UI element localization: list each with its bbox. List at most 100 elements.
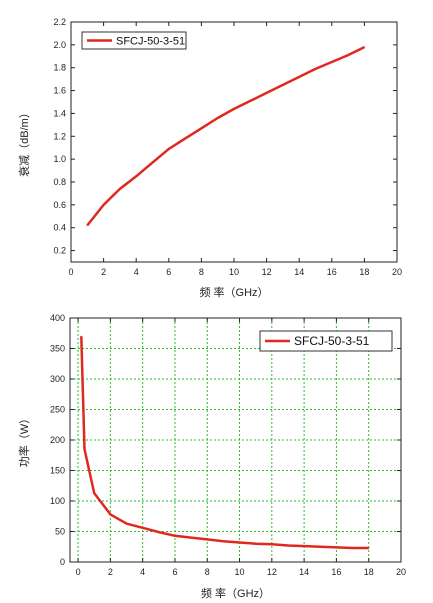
c1-y-tick-label: 0.4: [53, 223, 66, 233]
c2-data-point: [125, 522, 128, 525]
c2-x-tick-label: 14: [299, 567, 309, 577]
chart1-legend-label: SFCJ-50-3-51: [116, 36, 185, 48]
chart1-ticks: 0 2 4 6 8 10 12 14 16 18 20 0.2 0.4 0.6 0.8 1.0 1.2 1.4 1.…: [53, 17, 402, 277]
c2-x-tick-label: 8: [205, 567, 210, 577]
c1-data-point: [347, 54, 349, 56]
c1-data-point: [314, 68, 317, 70]
c1-x-tick-label: 18: [359, 267, 369, 277]
c1-data-point: [135, 175, 137, 177]
c2-data-point: [255, 543, 257, 545]
c1-x-tick-label: 2: [101, 267, 106, 277]
power-chart: 0 2 4 6 8 10 12 14 16 18 2005010015020025030035040…: [17, 313, 406, 600]
chart1-plot-frame: [70, 21, 398, 263]
chart2-legend-box: [259, 330, 393, 352]
chart1-legend: SFCJ-50-3-51: [81, 31, 187, 50]
c2-data-point: [335, 546, 338, 548]
c2-data-point: [190, 537, 192, 539]
c1-x-tick-label: 6: [166, 267, 171, 277]
c2-series-line: [80, 336, 369, 550]
c1-x-tick-label: 10: [229, 267, 239, 277]
chart2-grid: [70, 318, 401, 562]
c2-x-tick-label: 18: [364, 567, 374, 577]
c1-y-tick-label: 0.8: [53, 177, 66, 187]
c1-y-tick-label: 2.2: [53, 17, 66, 27]
c2-data-point: [351, 547, 354, 549]
c2-x-tick-label: 16: [331, 567, 341, 577]
c1-x-tick-label: 14: [294, 267, 304, 277]
c2-data-point: [319, 546, 321, 548]
c2-data-point: [93, 492, 95, 494]
c1-series-line: [86, 45, 365, 227]
c2-y-tick-label: 150: [50, 466, 65, 476]
chart1-plot: [86, 45, 365, 227]
c1-data-point: [119, 188, 121, 190]
c2-data-point: [287, 544, 289, 547]
c2-y-tick-label: 300: [50, 374, 65, 384]
chart2-legend: SFCJ-50-3-51: [259, 330, 393, 352]
c2-data-point: [158, 531, 160, 533]
c2-x-tick-label: 2: [108, 567, 113, 577]
c1-x-tick-label: 20: [392, 267, 402, 277]
c2-data-point: [238, 541, 241, 544]
chart2-plot: [80, 335, 370, 550]
c2-data-point: [222, 540, 224, 542]
chart1-y-axis-label: 衰减（dB/m）: [17, 107, 31, 177]
c2-y-tick-label: 200: [50, 435, 65, 445]
chart1-x-axis-label: 频 率（GHz）: [199, 285, 268, 299]
chart2-legend-label: SFCJ-50-3-51: [294, 334, 370, 348]
chart1-legend-box: [81, 31, 187, 50]
c1-data-point: [249, 100, 251, 102]
chart2-x-axis-label: 频 率（GHz）: [201, 586, 270, 600]
c1-data-point: [217, 117, 219, 119]
c2-y-tick-label: 350: [50, 344, 65, 354]
c1-data-point: [233, 108, 235, 110]
c2-data-point: [142, 527, 144, 529]
c2-data-point: [174, 535, 176, 537]
c1-data-point: [103, 204, 105, 206]
c1-data-point: [298, 76, 300, 78]
c1-y-tick-label: 1.8: [53, 63, 66, 73]
c1-x-tick-label: 8: [199, 267, 204, 277]
c2-x-tick-label: 20: [396, 567, 406, 577]
c2-x-tick-label: 4: [140, 567, 145, 577]
c2-y-tick-label: 400: [50, 313, 65, 323]
c1-data-point: [266, 92, 268, 94]
chart2-plot-frame: [69, 317, 402, 563]
c2-y-tick-label: 100: [50, 496, 65, 506]
c2-data-point: [368, 547, 370, 549]
c2-y-tick-label: 50: [55, 527, 65, 537]
c2-data-point: [303, 545, 305, 547]
c1-x-tick-label: 16: [327, 267, 337, 277]
c2-data-point: [206, 538, 208, 541]
chart2-y-axis-label: 功率（W）: [17, 413, 31, 467]
c1-data-point: [200, 127, 202, 129]
c2-data-point: [80, 335, 82, 337]
c2-y-tick-label: 0: [60, 557, 65, 567]
c2-data-point: [109, 513, 111, 516]
c1-x-tick-label: 12: [262, 267, 272, 277]
c1-data-point: [282, 84, 284, 86]
c2-x-tick-label: 12: [267, 567, 277, 577]
c2-x-tick-label: 10: [235, 567, 245, 577]
c1-x-tick-label: 0: [68, 267, 73, 277]
c2-data-point: [83, 448, 86, 450]
c2-x-tick-label: 6: [172, 567, 177, 577]
c1-data-point: [363, 46, 365, 48]
c1-data-point: [151, 161, 154, 164]
c2-data-point: [271, 543, 273, 545]
c1-y-tick-label: 1.2: [53, 131, 66, 141]
c1-y-tick-label: 1.6: [53, 86, 66, 96]
attenuation-chart: 0 2 4 6 8 10 12 14 16 18 20 0.2 0.4 0.6 0.8 1.0 1.2 1.4 1.…: [17, 17, 402, 299]
c2-x-tick-label: 0: [76, 567, 81, 577]
c2-y-tick-label: 250: [50, 405, 65, 415]
c1-data-point: [168, 148, 170, 150]
chart2-ticks: 0 2 4 6 8 10 12 14 16 18 2005010015020025030035040…: [50, 313, 406, 577]
c1-data-point: [184, 137, 186, 140]
c1-y-tick-label: 2.0: [53, 40, 66, 50]
c1-data-point: [331, 61, 333, 63]
c1-y-tick-label: 0.2: [53, 246, 66, 256]
c1-y-tick-label: 1.0: [53, 154, 66, 164]
c1-y-tick-label: 1.4: [53, 108, 66, 118]
c1-y-tick-label: 0.6: [53, 200, 66, 210]
